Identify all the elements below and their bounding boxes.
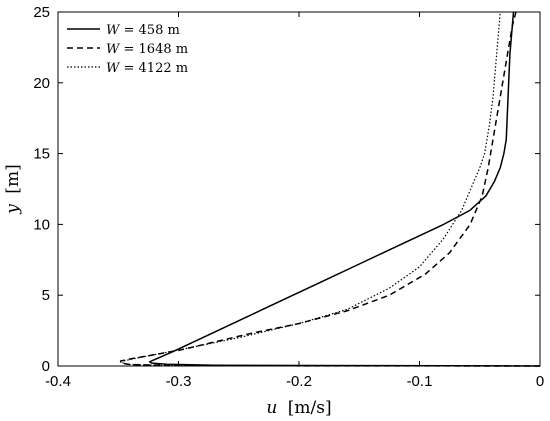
x-tick-label: -0.1 <box>407 373 433 390</box>
x-tick-label: 0 <box>536 373 544 390</box>
x-tick-label: -0.4 <box>45 373 71 390</box>
series-line-3 <box>122 11 541 367</box>
x-tick-label: -0.3 <box>166 373 192 390</box>
plot-series-group <box>119 11 541 367</box>
y-tick-label: 0 <box>42 358 50 375</box>
y-axis-unit: [m] <box>3 164 23 193</box>
y-axis-label: y [m] <box>3 164 23 214</box>
series-line-1 <box>148 11 541 367</box>
legend-label-3: W = 4122 m <box>106 61 188 76</box>
x-axis-var: u <box>266 398 277 418</box>
axis-ticks-group <box>57 11 541 367</box>
y-tick-label: 20 <box>33 75 50 92</box>
y-tick-label: 10 <box>33 216 50 233</box>
tick-labels-group: -0.4 -0.3 -0.2 -0.1 0 0 5 10 15 20 25 <box>33 4 544 390</box>
x-tick-label: -0.2 <box>286 373 312 390</box>
legend-label-2: W = 1648 m <box>106 42 188 57</box>
legend-entry-1: W = 458 m <box>67 23 180 38</box>
y-tick-label: 5 <box>42 287 50 304</box>
legend-entry-3: W = 4122 m <box>67 61 188 76</box>
x-axis-label: u [m/s] <box>266 398 331 418</box>
x-axis-unit: [m/s] <box>288 398 332 418</box>
y-tick-label: 25 <box>33 4 50 21</box>
series-line-2 <box>119 11 541 367</box>
legend-entry-2: W = 1648 m <box>67 42 188 57</box>
legend: W = 458 m W = 1648 m W = 4122 m <box>62 18 212 79</box>
y-axis-var: y <box>3 204 23 215</box>
legend-label-1: W = 458 m <box>106 23 180 38</box>
y-tick-label: 15 <box>33 146 50 163</box>
